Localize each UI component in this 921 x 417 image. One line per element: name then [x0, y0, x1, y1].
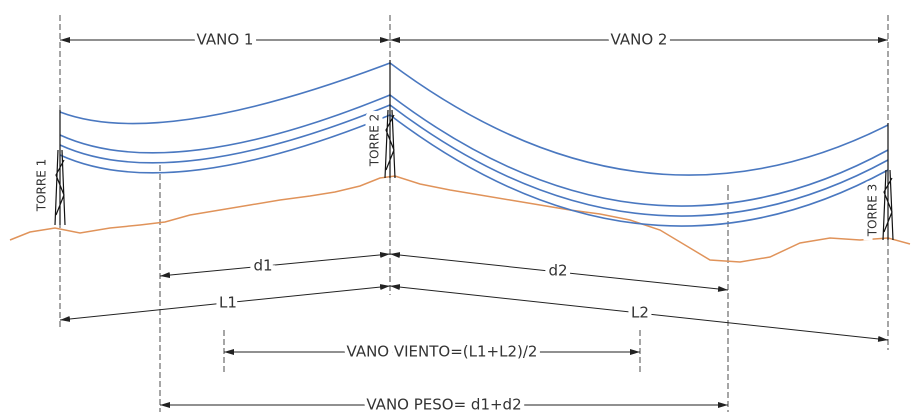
dimension-label: d2 — [548, 262, 567, 280]
dimension-label: VANO VIENTO=(L1+L2)/2 — [347, 343, 538, 361]
dimension-line — [59, 284, 391, 322]
tower-label: TORRE 3 — [866, 184, 880, 237]
dimension-label: VANO 2 — [611, 31, 668, 49]
dimension-label: VANO PESO= d1+d2 — [366, 396, 521, 414]
dimension-label: d1 — [253, 257, 272, 275]
cables — [59, 62, 889, 227]
dimension-label: VANO 1 — [197, 31, 254, 49]
dimension-label: L1 — [219, 294, 237, 312]
terrain — [9, 175, 911, 263]
dimension-line — [389, 252, 729, 292]
tower-label: TORRE 2 — [368, 114, 382, 167]
tower-label: TORRE 1 — [35, 159, 49, 212]
tower — [54, 60, 894, 241]
dimension-line — [159, 251, 391, 279]
dimension-label: L2 — [631, 304, 649, 322]
dimension-line — [389, 284, 889, 342]
